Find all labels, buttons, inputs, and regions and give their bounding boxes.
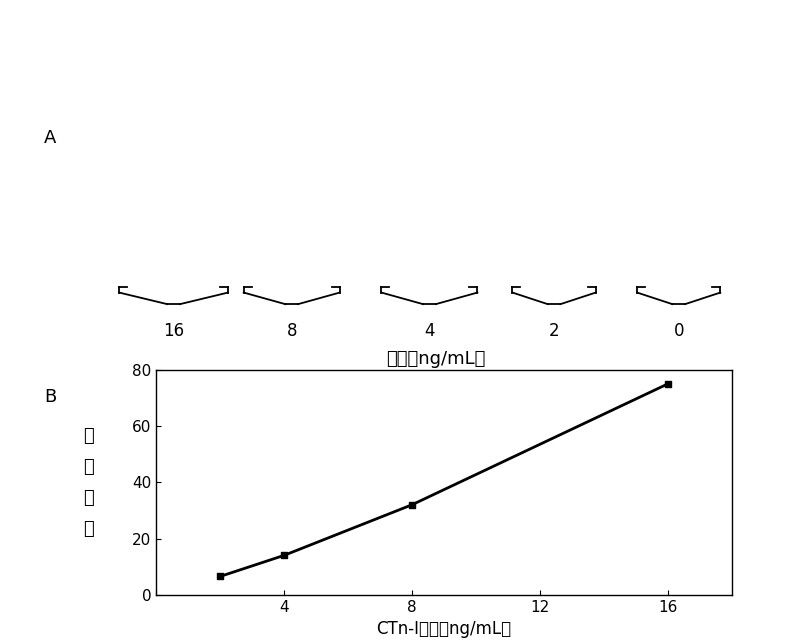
Point [406,500,418,510]
Point [662,379,674,389]
Text: 强: 强 [82,489,94,507]
Text: 16: 16 [163,322,184,340]
Bar [558,194,583,224]
Text: 度: 度 [82,520,94,538]
X-axis label: CTn-I浓度（ng/mL）: CTn-I浓度（ng/mL） [377,620,511,638]
Text: 4: 4 [424,322,434,340]
Bar [298,194,322,224]
Bar [526,194,550,224]
Text: B: B [44,388,56,406]
Text: 8: 8 [286,322,297,340]
Bar [261,194,286,224]
Bar [650,194,675,224]
Bar [682,194,707,224]
Point [214,572,226,582]
Point [278,550,290,561]
Bar [434,194,459,224]
Text: 浓度（ng/mL）: 浓度（ng/mL） [386,350,486,368]
Bar [142,194,166,224]
Text: 光: 光 [82,458,94,476]
Bar [181,194,206,224]
Text: 0: 0 [674,322,684,340]
Text: A: A [44,129,56,147]
Text: 2: 2 [549,322,559,340]
Text: 荧: 荧 [82,427,94,445]
Bar [400,194,425,224]
